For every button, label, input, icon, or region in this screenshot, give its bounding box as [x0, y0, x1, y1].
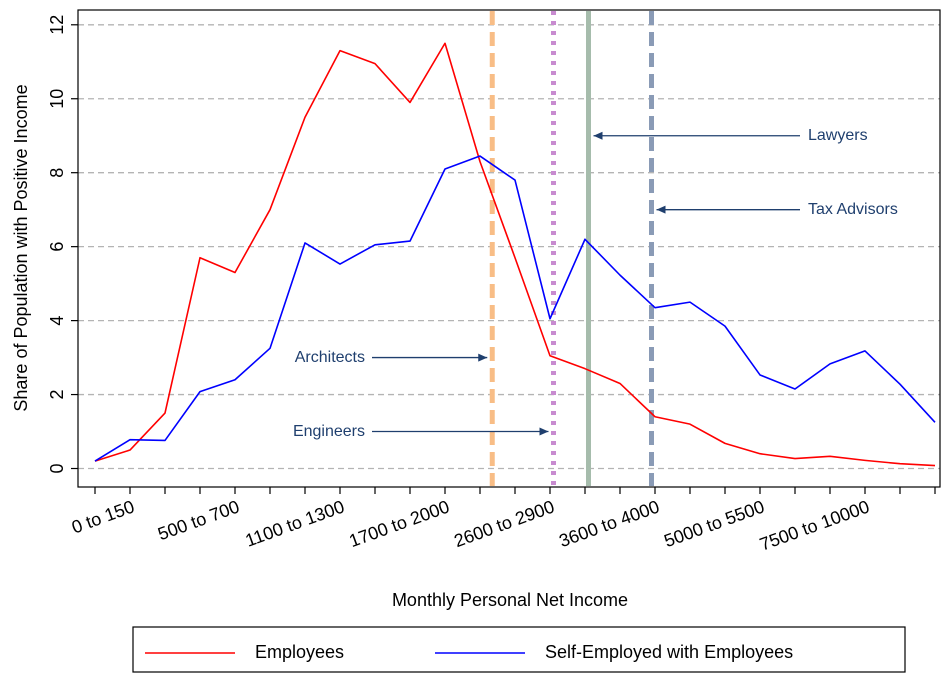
y-tick-label: 6 — [47, 242, 67, 252]
x-tick-label: 7500 to 10000 — [757, 496, 872, 554]
annotation: Engineers — [293, 423, 365, 440]
legend-label: Employees — [255, 642, 344, 662]
annotation: Architects — [295, 349, 365, 366]
y-tick-label: 0 — [47, 464, 67, 474]
x-tick-label: 1700 to 2000 — [346, 496, 452, 551]
arrow-head — [656, 205, 666, 214]
annotation: Tax Advisors — [808, 201, 898, 218]
plot-frame — [77, 9, 941, 488]
x-tick-label: 5000 to 5500 — [661, 496, 767, 551]
y-axis-title: Share of Population with Positive Income — [11, 84, 31, 411]
y-tick-label: 8 — [47, 168, 67, 178]
legend-box — [132, 626, 906, 673]
series-line — [94, 155, 936, 462]
x-tick-label: 2600 to 2900 — [451, 496, 557, 551]
y-tick-label: 2 — [47, 390, 67, 400]
y-tick-label: 10 — [47, 89, 67, 109]
legend-label: Self-Employed with Employees — [545, 642, 793, 662]
arrow-head — [593, 131, 603, 140]
x-tick-label: 3600 to 4000 — [556, 496, 662, 551]
x-tick-label: 1100 to 1300 — [243, 496, 347, 550]
x-tick-label: 0 to 150 — [69, 496, 137, 537]
arrow-head — [478, 353, 488, 362]
y-tick-label: 12 — [47, 15, 67, 35]
y-tick-label: 4 — [47, 316, 67, 326]
series-line — [94, 42, 936, 467]
x-axis-title: Monthly Personal Net Income — [392, 590, 628, 610]
annotation: Lawyers — [808, 127, 868, 144]
arrow-head — [539, 427, 549, 436]
x-tick-label: 500 to 700 — [155, 496, 242, 544]
